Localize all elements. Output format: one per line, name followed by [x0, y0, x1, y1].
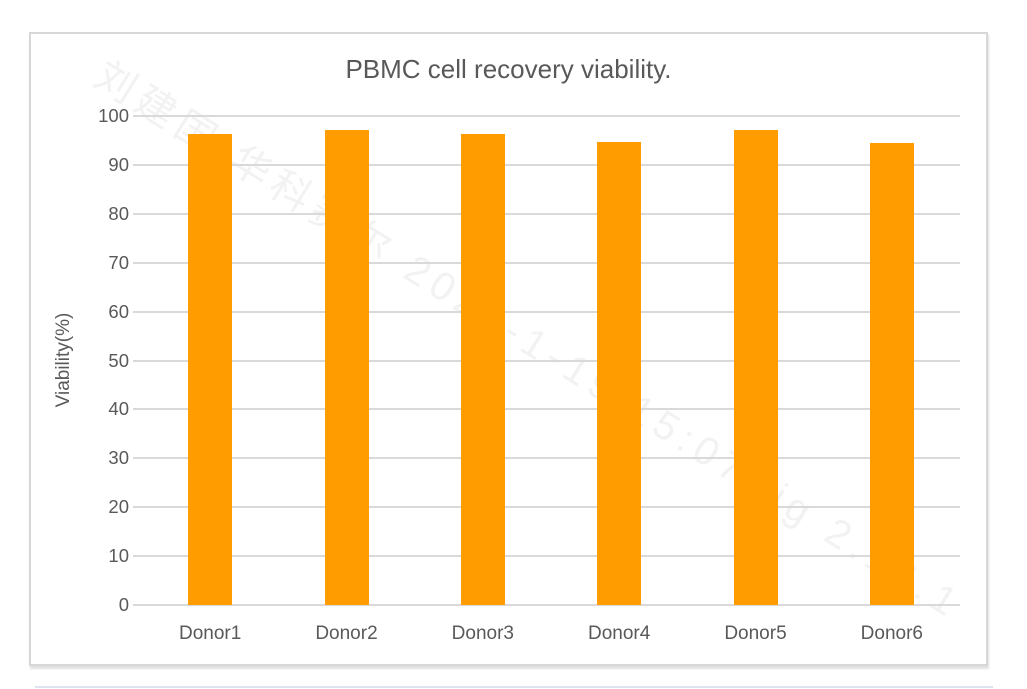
y-tick-label-30: 30	[108, 447, 129, 469]
x-tick-label-donor6: Donor6	[860, 623, 923, 644]
y-tick-label-40: 40	[108, 398, 129, 420]
x-tick-label-donor2: Donor2	[315, 623, 378, 644]
y-tick-label-0: 0	[118, 594, 129, 615]
y-tick-label-100: 100	[98, 105, 129, 126]
gridline-y90	[142, 163, 960, 166]
bottom-accent-line	[35, 686, 993, 688]
y-tickmark-90	[133, 163, 143, 166]
bar-donor1	[188, 133, 233, 605]
y-tick-label-60: 60	[108, 300, 129, 322]
gridline-y0	[142, 604, 960, 606]
y-tickmark-40	[133, 408, 143, 411]
gridline-y40	[142, 408, 960, 411]
gridline-y20	[142, 506, 960, 509]
y-axis-title: Viability(%)	[53, 312, 74, 408]
gridline-y50	[142, 359, 960, 362]
y-tick-label-50: 50	[108, 349, 129, 371]
y-tick-label-10: 10	[108, 545, 129, 567]
y-tick-label-20: 20	[108, 496, 129, 518]
bar-donor2	[324, 129, 369, 605]
y-tickmark-80	[133, 212, 143, 215]
x-tick-label-donor4: Donor4	[587, 623, 651, 644]
gridline-y70	[142, 261, 960, 264]
y-tickmark-10	[133, 555, 143, 558]
y-tick-label-90: 90	[108, 153, 129, 175]
bar-donor6	[869, 143, 914, 605]
x-tick-label-donor3: Donor3	[451, 623, 514, 644]
y-tickmark-20	[133, 506, 143, 509]
gridline-y100	[142, 115, 960, 117]
y-tickmark-60	[133, 310, 143, 313]
y-tickmark-30	[133, 457, 143, 460]
y-tick-label-70: 70	[108, 251, 129, 273]
gridline-y10	[142, 555, 960, 558]
gridline-y30	[142, 457, 960, 460]
y-tickmark-70	[133, 261, 143, 264]
chart-panel: 刘建国 华科赛尔 2024-1-19 15:07 ljg 2.16.1 PBMC…	[29, 32, 988, 666]
bar-donor3	[460, 133, 505, 605]
bar-donor4	[597, 141, 642, 605]
y-tickmark-0	[133, 604, 143, 606]
y-tick-label-80: 80	[108, 202, 129, 224]
y-tickmark-100	[133, 115, 143, 117]
x-tick-label-donor5: Donor5	[724, 623, 787, 644]
plot-area	[142, 115, 960, 606]
chart-title: PBMC cell recovery viability.	[345, 54, 672, 84]
y-tickmark-50	[133, 359, 143, 362]
x-tick-label-donor1: Donor1	[178, 623, 242, 644]
gridline-y60	[142, 310, 960, 313]
bar-donor5	[733, 129, 778, 605]
gridline-y80	[142, 212, 960, 215]
